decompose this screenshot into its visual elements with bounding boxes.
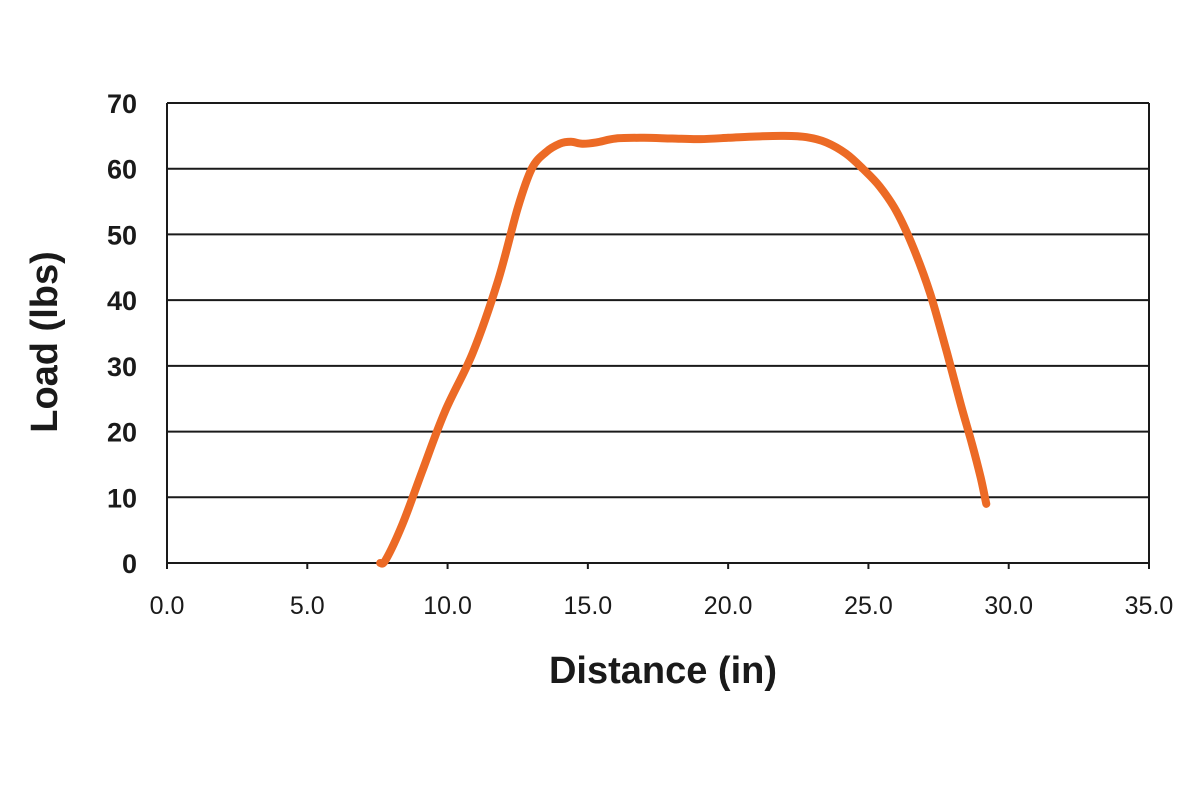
series-layer — [376, 131, 991, 568]
y-tick-label: 60 — [107, 155, 137, 185]
y-tick-label: 50 — [107, 220, 137, 250]
x-tick-labels: 0.0 5.0 10.0 15.0 20.0 25.0 30.0 35.0 — [150, 563, 1174, 620]
y-tick-label: 10 — [107, 483, 137, 513]
series-line-0 — [376, 131, 991, 568]
grid — [166, 102, 1150, 564]
x-tick-label: 30.0 — [984, 592, 1033, 620]
x-axis-title: Distance (in) — [549, 650, 777, 692]
x-tick-label: 5.0 — [290, 592, 325, 620]
y-tick-label: 20 — [107, 418, 137, 448]
y-tick-label: 40 — [107, 286, 137, 316]
x-tick-label: 15.0 — [564, 592, 613, 620]
y-axis-title: Load (lbs) — [24, 251, 66, 433]
x-tick-label: 0.0 — [150, 592, 185, 620]
y-tick-label: 30 — [107, 352, 137, 382]
y-tick-labels: 0 10 20 30 40 50 60 70 — [107, 89, 137, 579]
x-tick-label: 20.0 — [704, 592, 753, 620]
x-tick-label: 35.0 — [1125, 592, 1174, 620]
y-tick-label: 70 — [107, 89, 137, 119]
y-tick-label: 0 — [122, 549, 137, 579]
x-tick-label: 10.0 — [423, 592, 472, 620]
x-tick-label: 25.0 — [844, 592, 893, 620]
